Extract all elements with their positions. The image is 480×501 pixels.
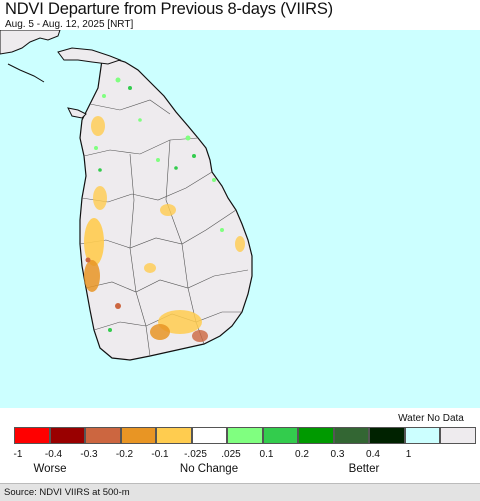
legend-swatch — [227, 427, 263, 444]
legend-swatch — [156, 427, 192, 444]
date-range-subtitle: Aug. 5 - Aug. 12, 2025 [NRT] — [5, 19, 134, 30]
legend-swatch — [298, 427, 334, 444]
india-coast-detail — [7, 63, 45, 83]
jaffna-peninsula — [57, 47, 122, 65]
color-scale — [14, 427, 476, 445]
legend-tick-label: 0.4 — [366, 449, 380, 460]
legend-tick-label: 0.3 — [330, 449, 345, 460]
legend: Water No Data -1 -0.4 -0.3 -0.2 -0.1 -.025 .02… — [0, 408, 480, 483]
better-label: Better — [348, 463, 380, 475]
legend-tick-label: -0.2 — [115, 449, 134, 460]
footer: Source: NDVI VIIRS at 500-m — [0, 483, 480, 501]
map-panel[interactable] — [0, 30, 480, 408]
no-change-label: No Change — [179, 463, 239, 475]
map-canvas[interactable] — [0, 30, 480, 408]
legend-swatch — [120, 427, 156, 444]
source-note: Source: NDVI VIIRS at 500-m — [4, 487, 130, 498]
legend-swatch — [262, 427, 298, 444]
legend-swatch — [440, 427, 476, 444]
legend-tick-label: -0.4 — [44, 449, 63, 460]
legend-tick-label: 0.2 — [295, 449, 309, 460]
mannar-island — [67, 107, 87, 119]
legend-swatch — [369, 427, 405, 444]
ndvi-better-patches — [94, 77, 224, 332]
legend-tick-label: .025 — [221, 449, 241, 460]
map-title: NDVI Departure from Previous 8-days (VII… — [5, 0, 333, 18]
legend-swatch — [404, 427, 440, 444]
legend-tick-label: 0.1 — [259, 449, 274, 460]
ndvi-worse-patches — [84, 116, 245, 342]
legend-tick-label: 1 — [405, 449, 412, 460]
legend-tick-label: -.025 — [184, 449, 207, 460]
legend-swatch — [85, 427, 121, 444]
water-no-data-label: Water No Data — [398, 413, 464, 424]
legend-swatch — [14, 427, 50, 444]
legend-swatch — [49, 427, 85, 444]
legend-tick-label: -0.1 — [151, 449, 169, 460]
legend-tick-label: -0.3 — [80, 449, 98, 460]
legend-tick-label: -1 — [13, 449, 23, 460]
legend-swatch — [333, 427, 369, 444]
legend-swatch — [191, 427, 227, 444]
worse-label: Worse — [33, 463, 67, 475]
india-coastline — [0, 30, 61, 55]
